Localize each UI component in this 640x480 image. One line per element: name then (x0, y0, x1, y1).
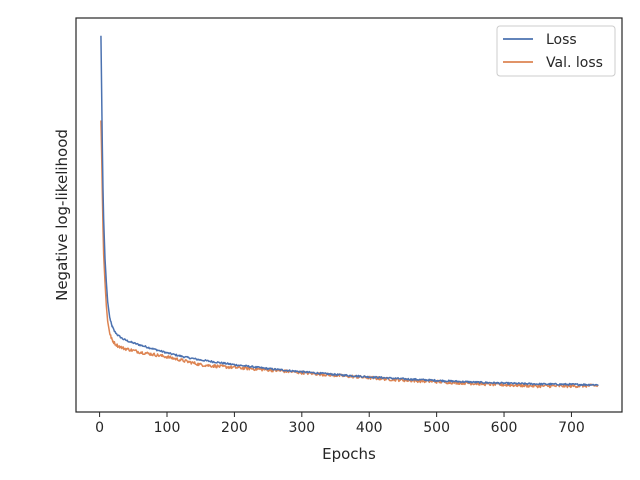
x-tick-label: 0 (95, 420, 104, 436)
x-tick-label: 700 (558, 420, 585, 436)
x-tick-label: 600 (491, 420, 518, 436)
legend-label: Loss (546, 32, 577, 48)
x-axis-ticks: 0 100 200 300 400 500 600 700 (95, 412, 585, 436)
legend: Loss Val. loss (496, 25, 616, 77)
series-line-loss (100, 35, 599, 387)
x-tick-label: 100 (154, 420, 181, 436)
series-layer (100, 35, 599, 389)
y-axis-label: Negative log-likelihood (53, 129, 71, 301)
x-axis-label: Epochs (322, 445, 376, 463)
x-tick-label: 200 (221, 420, 248, 436)
x-tick-label: 400 (356, 420, 383, 436)
x-tick-label: 300 (288, 420, 315, 436)
series-line-val-loss (100, 120, 599, 389)
legend-label: Val. loss (546, 55, 603, 71)
x-tick-label: 500 (423, 420, 450, 436)
plot-frame (75, 17, 623, 413)
